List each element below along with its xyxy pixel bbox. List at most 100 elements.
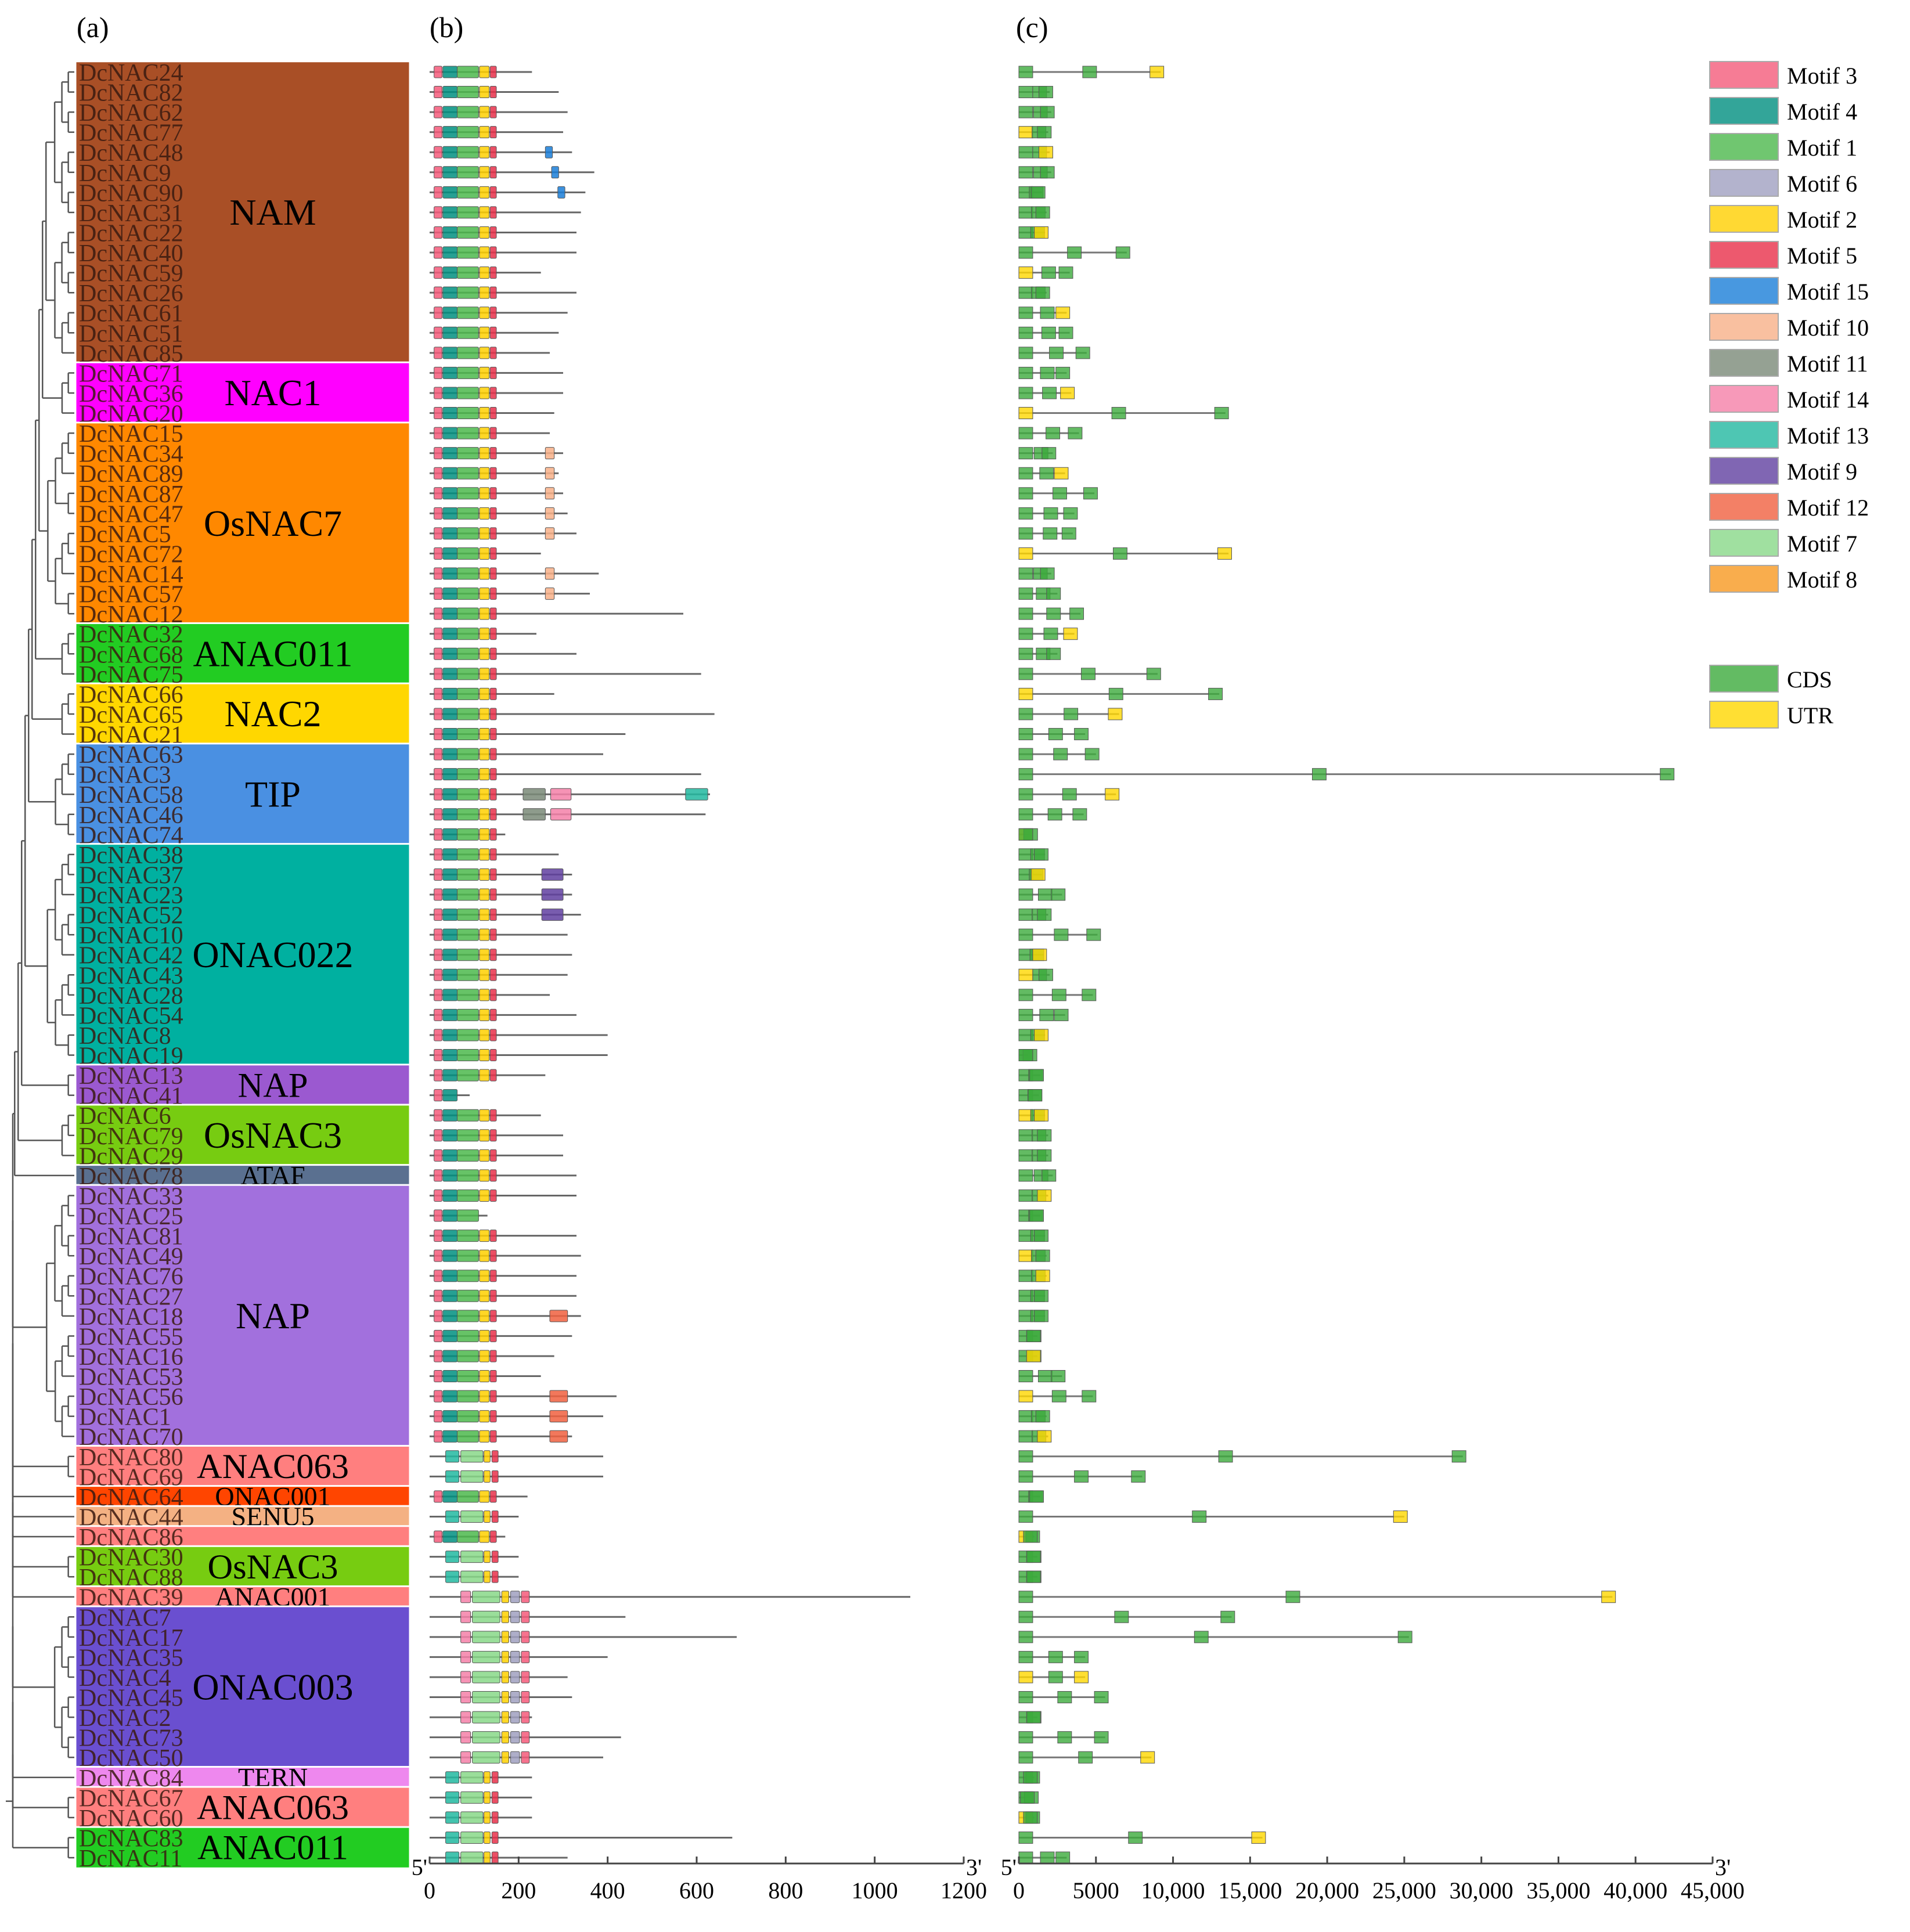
- motif-box: [484, 1811, 491, 1824]
- motif-box: [479, 467, 490, 480]
- motif-box: [479, 828, 490, 841]
- sequence-name: DcNAC22: [79, 220, 183, 247]
- motif-box: [484, 1450, 491, 1463]
- clade-label: OsNAC3: [208, 1548, 338, 1587]
- motif-box: [479, 407, 490, 420]
- cds-box: [1057, 1691, 1072, 1704]
- cds-box: [1037, 1149, 1052, 1162]
- motif-box: [479, 1049, 490, 1062]
- sequence-name: DcNAC42: [79, 943, 183, 969]
- cds-box: [1074, 1650, 1089, 1663]
- cds-box: [1018, 1049, 1033, 1062]
- cds-box: [1023, 1530, 1038, 1543]
- cds-box: [1018, 1650, 1033, 1663]
- cds-box: [1051, 989, 1066, 1001]
- motif-box: [489, 888, 497, 901]
- cds-box: [1069, 607, 1084, 620]
- motif-box: [442, 447, 458, 460]
- motif-box: [434, 106, 442, 118]
- motif-box: [457, 547, 479, 560]
- cds-box: [1046, 587, 1061, 600]
- motif-box: [479, 126, 490, 139]
- motif-box: [479, 888, 490, 901]
- utr-box: [1018, 968, 1033, 981]
- motif-box: [445, 1791, 460, 1804]
- legend-label: Motif 5: [1787, 243, 1857, 269]
- cds-box: [1660, 768, 1675, 781]
- axis-tick-label: 0: [424, 1877, 435, 1904]
- cds-box: [1057, 1731, 1072, 1744]
- cds-box: [1054, 928, 1069, 941]
- legend-swatch: [1709, 493, 1779, 521]
- motif-box: [489, 1270, 497, 1282]
- cds-box: [1039, 968, 1053, 981]
- motif-box: [457, 387, 479, 399]
- motif-box: [442, 628, 458, 640]
- sequence-name: DcNAC81: [79, 1224, 183, 1250]
- motif-box: [460, 1791, 484, 1804]
- motif-box: [489, 106, 497, 118]
- motif-box: [460, 1671, 471, 1684]
- motif-box: [522, 788, 546, 801]
- motif-box: [457, 848, 479, 861]
- motif-box: [442, 266, 458, 279]
- sequence-name: DcNAC74: [79, 822, 183, 849]
- motif-box: [489, 768, 497, 781]
- sequence-name: DcNAC89: [79, 461, 183, 488]
- motif-box: [457, 1270, 479, 1282]
- legend-label: Motif 11: [1787, 351, 1868, 377]
- sequence-name: DcNAC87: [79, 481, 183, 508]
- motif-box: [489, 1289, 497, 1302]
- motif-box: [489, 1329, 497, 1342]
- motif-box: [434, 1089, 442, 1102]
- motif-box: [549, 1310, 568, 1322]
- motif-box: [510, 1610, 520, 1623]
- cds-box: [1054, 1008, 1069, 1021]
- motif-box: [457, 1129, 479, 1142]
- utr-box: [1039, 146, 1053, 158]
- motif-box: [479, 1490, 490, 1503]
- motif-box: [479, 1189, 490, 1202]
- motif-box: [489, 1129, 497, 1142]
- motif-box: [457, 186, 479, 199]
- motif-box: [489, 909, 497, 921]
- motif-box: [442, 487, 458, 500]
- motif-box: [434, 347, 442, 359]
- legend-swatch: [1709, 457, 1779, 485]
- motif-box: [434, 427, 442, 439]
- motif-box: [460, 1450, 484, 1463]
- motif-box: [479, 708, 490, 720]
- cds-box: [1018, 1610, 1033, 1623]
- cds-box: [1208, 687, 1223, 700]
- cds-box: [1018, 347, 1033, 359]
- motif-box: [479, 66, 490, 78]
- motif-box: [479, 1430, 490, 1443]
- cds-box: [1018, 788, 1033, 801]
- cds-box: [1037, 126, 1052, 139]
- sequence-name: DcNAC61: [79, 301, 183, 327]
- panel-a-label: (a): [77, 11, 109, 44]
- motif-box: [491, 1450, 499, 1463]
- sequence-name: DcNAC48: [79, 140, 183, 167]
- motif-box: [434, 186, 442, 199]
- motif-box: [434, 226, 442, 239]
- cds-box: [1018, 728, 1033, 741]
- motif-box: [484, 1791, 491, 1804]
- motif-box: [445, 1470, 460, 1483]
- utr-box: [1018, 1671, 1033, 1684]
- motif-box: [442, 1230, 458, 1242]
- motif-box: [484, 1551, 491, 1563]
- motif-box: [479, 567, 490, 580]
- motif-box: [434, 507, 442, 520]
- motif-box: [442, 708, 458, 720]
- utr-box: [1601, 1591, 1616, 1603]
- cds-box: [1039, 467, 1054, 480]
- motif-box: [479, 628, 490, 640]
- cds-box: [1018, 1189, 1033, 1202]
- motif-box: [472, 1671, 500, 1684]
- clade-label: ANAC011: [197, 1829, 348, 1868]
- motif-box: [489, 547, 497, 560]
- motif-box: [479, 848, 490, 861]
- motif-box: [479, 226, 490, 239]
- motif-box: [521, 1691, 530, 1704]
